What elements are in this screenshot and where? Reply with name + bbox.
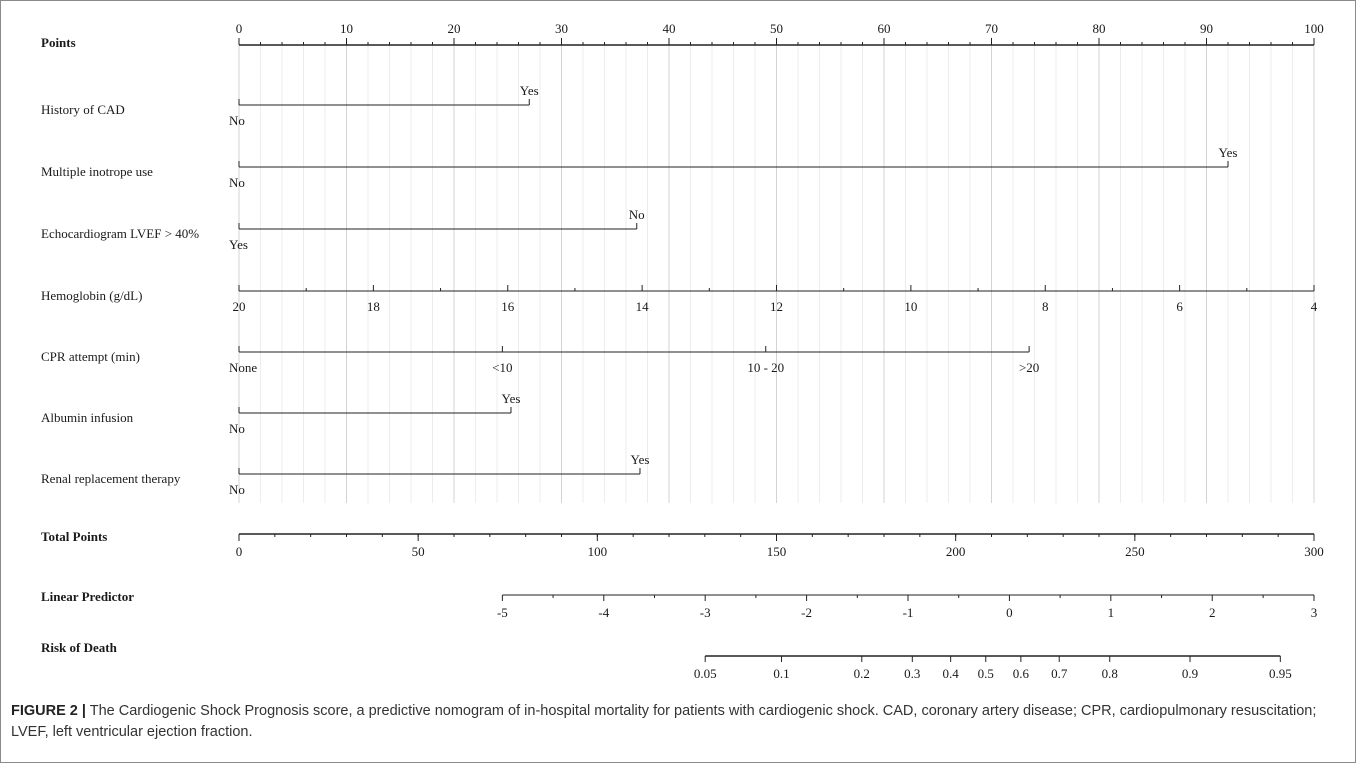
predictor-label-echocardiogram-lvef-40: Echocardiogram LVEF > 40% bbox=[41, 226, 199, 241]
predictor-level-label-cpr-attempt-min: 10 - 20 bbox=[747, 360, 784, 375]
points-tick-label: 10 bbox=[340, 21, 353, 36]
points-tick-label: 50 bbox=[770, 21, 783, 36]
predictor-label-history-of-cad: History of CAD bbox=[41, 102, 125, 117]
predictor-tick-label-hemoglobin-g-dl: 18 bbox=[367, 299, 380, 314]
linear-predictor-tick-label: -1 bbox=[903, 605, 914, 620]
predictor-level-label-albumin-infusion: Yes bbox=[502, 391, 521, 406]
linear-predictor-tick-label: -5 bbox=[497, 605, 508, 620]
points-axis-label: Points bbox=[41, 35, 76, 50]
total-points-tick-label: 300 bbox=[1304, 544, 1324, 559]
total-points-tick-label: 250 bbox=[1125, 544, 1145, 559]
caption-text: The Cardiogenic Shock Prognosis score, a… bbox=[11, 703, 1317, 740]
linear-predictor-tick-label: -4 bbox=[598, 605, 609, 620]
risk-tick-label: 0.4 bbox=[943, 666, 960, 681]
predictor-tick-label-hemoglobin-g-dl: 12 bbox=[770, 299, 783, 314]
points-tick-label: 70 bbox=[985, 21, 998, 36]
risk-tick-label: 0.6 bbox=[1013, 666, 1030, 681]
predictor-level-label-cpr-attempt-min: >20 bbox=[1019, 360, 1039, 375]
points-tick-label: 90 bbox=[1200, 21, 1213, 36]
linear-predictor-tick-label: 0 bbox=[1006, 605, 1013, 620]
predictor-level-label-renal-replacement-therapy: No bbox=[229, 482, 245, 497]
points-tick-label: 40 bbox=[663, 21, 676, 36]
points-tick-label: 60 bbox=[878, 21, 891, 36]
predictor-label-renal-replacement-therapy: Renal replacement therapy bbox=[41, 471, 181, 486]
figure-caption: FIGURE 2 | The Cardiogenic Shock Prognos… bbox=[11, 701, 1341, 743]
predictor-tick-label-hemoglobin-g-dl: 4 bbox=[1311, 299, 1318, 314]
risk-tick-label: 0.5 bbox=[978, 666, 994, 681]
predictor-tick-label-hemoglobin-g-dl: 20 bbox=[233, 299, 246, 314]
risk-tick-label: 0.95 bbox=[1269, 666, 1292, 681]
total-points-label: Total Points bbox=[41, 529, 107, 544]
predictor-level-label-echocardiogram-lvef-40: No bbox=[629, 207, 645, 222]
predictor-tick-label-hemoglobin-g-dl: 14 bbox=[636, 299, 650, 314]
risk-tick-label: 0.7 bbox=[1051, 666, 1068, 681]
predictor-level-label-echocardiogram-lvef-40: Yes bbox=[229, 237, 248, 252]
linear-predictor-tick-label: -3 bbox=[700, 605, 711, 620]
points-tick-label: 20 bbox=[448, 21, 461, 36]
predictor-label-multiple-inotrope-use: Multiple inotrope use bbox=[41, 164, 153, 179]
predictor-tick-label-hemoglobin-g-dl: 6 bbox=[1176, 299, 1183, 314]
linear-predictor-label: Linear Predictor bbox=[41, 589, 134, 604]
points-tick-label: 30 bbox=[555, 21, 568, 36]
predictor-label-albumin-infusion: Albumin infusion bbox=[41, 410, 134, 425]
total-points-tick-label: 150 bbox=[767, 544, 787, 559]
risk-tick-label: 0.2 bbox=[854, 666, 870, 681]
predictor-level-label-multiple-inotrope-use: Yes bbox=[1219, 145, 1238, 160]
predictor-label-hemoglobin-g-dl: Hemoglobin (g/dL) bbox=[41, 288, 142, 303]
risk-tick-label: 0.9 bbox=[1182, 666, 1198, 681]
predictor-tick-label-hemoglobin-g-dl: 10 bbox=[904, 299, 917, 314]
linear-predictor-tick-label: 2 bbox=[1209, 605, 1216, 620]
linear-predictor-tick-label: -2 bbox=[801, 605, 812, 620]
risk-tick-label: 0.8 bbox=[1102, 666, 1118, 681]
risk-tick-label: 0.1 bbox=[773, 666, 789, 681]
points-tick-label: 80 bbox=[1093, 21, 1106, 36]
predictor-level-label-cpr-attempt-min: <10 bbox=[492, 360, 512, 375]
predictor-tick-label-hemoglobin-g-dl: 16 bbox=[501, 299, 515, 314]
caption-label: FIGURE 2 | bbox=[11, 703, 86, 719]
linear-predictor-tick-label: 1 bbox=[1108, 605, 1115, 620]
total-points-tick-label: 0 bbox=[236, 544, 243, 559]
risk-tick-label: 0.05 bbox=[694, 666, 717, 681]
predictor-tick-label-hemoglobin-g-dl: 8 bbox=[1042, 299, 1049, 314]
total-points-tick-label: 200 bbox=[946, 544, 966, 559]
linear-predictor-tick-label: 3 bbox=[1311, 605, 1318, 620]
total-points-tick-label: 50 bbox=[412, 544, 425, 559]
points-tick-label: 0 bbox=[236, 21, 243, 36]
predictor-level-label-history-of-cad: No bbox=[229, 113, 245, 128]
predictor-level-label-history-of-cad: Yes bbox=[520, 83, 539, 98]
predictor-level-label-multiple-inotrope-use: No bbox=[229, 175, 245, 190]
total-points-tick-label: 100 bbox=[588, 544, 608, 559]
predictor-level-label-albumin-infusion: No bbox=[229, 421, 245, 436]
predictor-label-cpr-attempt-min: CPR attempt (min) bbox=[41, 349, 140, 364]
predictor-level-label-renal-replacement-therapy: Yes bbox=[631, 452, 650, 467]
points-tick-label: 100 bbox=[1304, 21, 1324, 36]
risk-tick-label: 0.3 bbox=[904, 666, 920, 681]
predictor-level-label-cpr-attempt-min: None bbox=[229, 360, 257, 375]
risk-of-death-label: Risk of Death bbox=[41, 640, 118, 655]
